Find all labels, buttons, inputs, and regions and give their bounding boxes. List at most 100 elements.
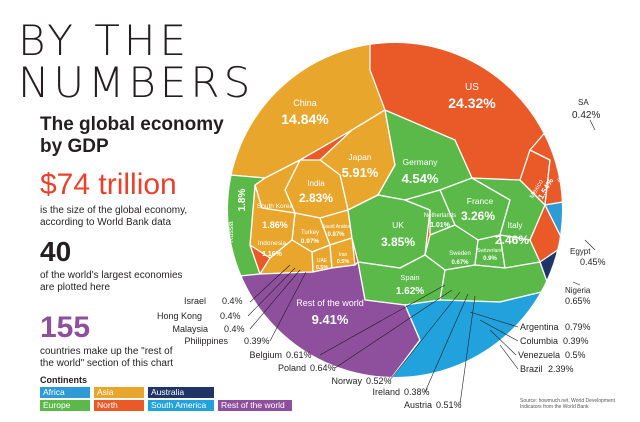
- label-netherlands-value: 1.01%: [430, 222, 451, 229]
- stat-text-economies: of the world's largest economies are plo…: [40, 270, 240, 294]
- label-france-name: France: [467, 196, 494, 206]
- label-turkey-name: Turkey: [301, 230, 319, 236]
- label-china-name: China: [293, 98, 317, 108]
- label-philippines-value: 0.39%: [244, 336, 270, 346]
- label-uk-value: 3.85%: [381, 235, 415, 249]
- label-indonesia-value: 1.16%: [262, 251, 283, 258]
- chart-outline: [226, 41, 564, 379]
- stat-text-economies-line2: are plotted here: [40, 282, 111, 293]
- label-india-value: 2.83%: [299, 191, 333, 205]
- label-china-value: 14.84%: [281, 111, 329, 127]
- source-note: Source: howmuch.net, World Development I…: [520, 398, 615, 410]
- label-austria-value: 0.51%: [436, 400, 462, 410]
- stat-text-countries-line2: the world" section of this chart: [40, 358, 174, 369]
- label-france-value: 3.26%: [461, 209, 495, 223]
- label-austria-name: Austria: [404, 400, 432, 410]
- label-turkey-value: 0.97%: [301, 238, 320, 245]
- label-iran-name: Iran: [339, 252, 348, 258]
- legend-item-africa: Africa: [40, 387, 90, 398]
- label-belgium-name: Belgium: [249, 350, 282, 360]
- label-argentina-name: Argentina: [520, 322, 559, 332]
- stat-text-gdp: is the size of the global economy, accor…: [40, 205, 240, 229]
- cell-uk: [347, 194, 431, 269]
- legend-title: Continents: [40, 375, 87, 385]
- stat-value-countries: 155: [40, 311, 91, 344]
- label-rest-name: Rest of the world: [296, 298, 364, 308]
- label-india-name: India: [307, 179, 325, 188]
- headline-line1: BY THE: [18, 16, 190, 65]
- label-uae-value: 0.5%: [316, 265, 329, 271]
- label-saudi-value: 0.87%: [327, 232, 345, 238]
- label-ireland-name: Ireland: [372, 387, 400, 397]
- stat-text-countries: countries make up the "rest of the world…: [40, 346, 240, 370]
- label-germany-name: Germany: [403, 157, 439, 167]
- label-malaysia-value: 0.4%: [224, 324, 245, 334]
- label-norway-name: Norway: [331, 376, 362, 386]
- label-russia-value: 1.8%: [237, 188, 248, 211]
- label-russia-name: Russia: [228, 221, 235, 243]
- label-italy-name: Italy: [508, 221, 523, 230]
- subtitle-line1: The global economy: [40, 114, 224, 135]
- label-hongkong-value: 0.4%: [220, 311, 241, 321]
- label-belgium-value: 0.61%: [286, 350, 312, 360]
- stat-text-economies-line1: of the world's largest economies: [40, 270, 183, 281]
- label-malaysia-name: Malaysia: [172, 324, 208, 334]
- label-indonesia-name: Indonesia: [258, 240, 287, 247]
- label-uk-name: UK: [392, 220, 404, 230]
- leader-lines: [247, 119, 596, 405]
- label-israel-name: Israel: [184, 296, 206, 306]
- label-egypt-name: Egypt: [570, 247, 591, 256]
- label-venezuela-value: 0.5%: [565, 350, 586, 360]
- stat-text-gdp-line1: is the size of the global economy,: [40, 205, 188, 216]
- label-sa-name: SA: [578, 98, 589, 107]
- label-saudi-name: Saudi Arabia: [322, 224, 351, 230]
- label-brazil-name: Brazil: [520, 364, 543, 374]
- label-poland-name: Poland: [278, 363, 306, 373]
- subtitle: The global economy by GDP: [40, 114, 240, 158]
- label-uae-name: UAE: [317, 258, 328, 264]
- stat-value-gdp: $74 trillion: [40, 168, 177, 201]
- label-norway-value: 0.52%: [366, 376, 392, 386]
- label-korea-value: 1.86%: [262, 220, 288, 230]
- legend-item-north-america: North America: [94, 400, 144, 421]
- label-philippines-name: Philippines: [184, 336, 228, 346]
- label-poland-value: 0.64%: [310, 363, 336, 373]
- label-switzerland-name: Switzerland: [477, 248, 503, 254]
- label-netherlands-name: Netherlands: [424, 213, 456, 219]
- stat-text-gdp-line2: according to World Bank data: [40, 217, 172, 228]
- label-nigeria-value: 0.65%: [565, 296, 591, 306]
- label-switzerland-value: 0.9%: [483, 256, 497, 262]
- label-spain-name: Spain: [400, 273, 419, 282]
- label-spain-value: 1.62%: [396, 286, 424, 297]
- legend-item-europe: Europe: [40, 400, 90, 411]
- label-argentina-value: 0.79%: [565, 322, 591, 332]
- label-iran-value: 0.5%: [337, 259, 350, 265]
- label-venezuela-name: Venezuela: [518, 350, 560, 360]
- subtitle-line2: by GDP: [40, 136, 109, 157]
- stat-value-economies: 40: [40, 236, 72, 267]
- label-ireland-value: 0.38%: [404, 387, 430, 397]
- label-nigeria-name: Nigeria: [565, 286, 591, 295]
- label-japan-value: 5.91%: [342, 165, 379, 180]
- legend-item-rest-of-world: Rest of the world: [218, 400, 292, 411]
- label-sa-value: 0.42%: [572, 110, 600, 121]
- label-sweden-name: Sweden: [449, 251, 471, 257]
- label-germany-value: 4.54%: [402, 171, 439, 186]
- label-columbia-name: Columbia: [520, 336, 558, 346]
- label-rest-value: 9.41%: [312, 312, 349, 327]
- label-us-name: US: [465, 82, 479, 93]
- stat-text-countries-line1: countries make up the "rest of: [40, 346, 173, 357]
- label-sweden-value: 0.67%: [451, 260, 469, 266]
- label-hongkong-name: Hong Kong: [157, 311, 202, 321]
- cell-russia: [227, 174, 266, 281]
- legend-item-south-america: South America: [148, 400, 214, 411]
- label-israel-value: 0.4%: [222, 296, 243, 306]
- legend-item-australia: Australia: [148, 387, 214, 398]
- label-brazil-value: 2.39%: [548, 364, 574, 374]
- label-korea-name: South Korea: [257, 203, 294, 210]
- legend-item-asia: Asia: [94, 387, 144, 398]
- cell-small-asia: [259, 239, 314, 275]
- label-japan-name: Japan: [348, 152, 371, 162]
- label-italy-value: 2.46%: [495, 233, 529, 247]
